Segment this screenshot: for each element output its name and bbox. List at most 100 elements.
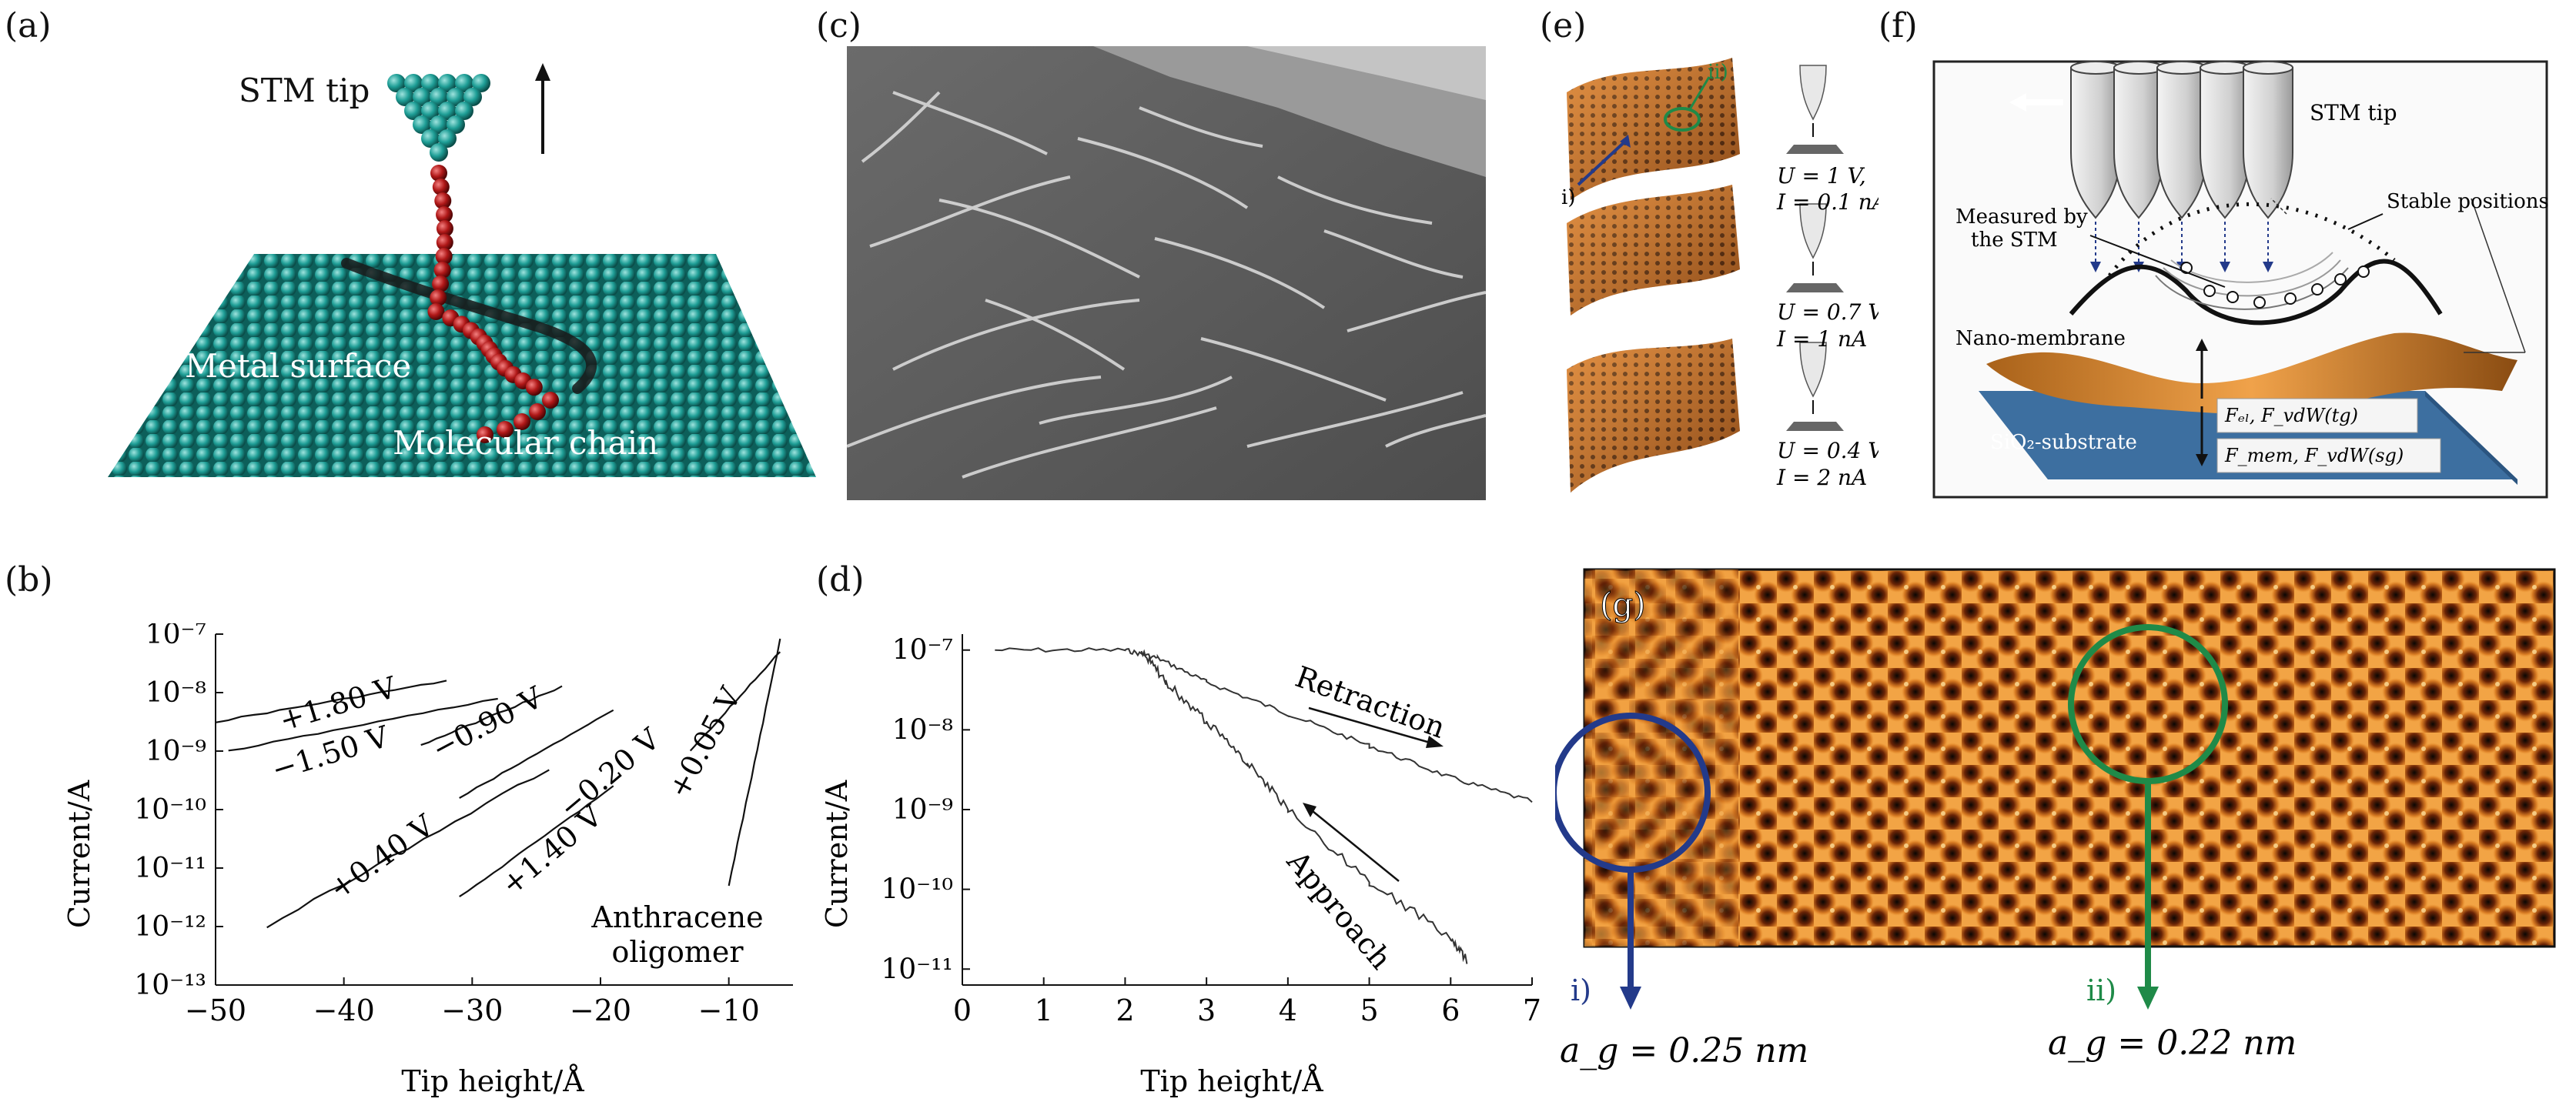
y-tick-label: 10⁻⁹ [892,794,953,826]
stm-tip-pyramid [387,74,490,162]
e-marker-i: i) [1561,186,1575,209]
tip-atom [413,115,431,134]
e-cond-2-i: I = 1 nA [1776,326,1867,352]
g-value-i: a_g = 0.25 nm [1560,1031,1808,1070]
panel-letter-d: (d) [816,560,865,599]
b-series-line [689,651,781,752]
x-tick-label: 2 [1116,993,1134,1027]
e-tip-diagram-icon [1786,65,1844,154]
tip-atom [421,74,440,92]
y-tick-label: 10⁻¹⁰ [881,874,953,906]
d-arrow-approach-icon [1303,803,1400,882]
b-series-line [215,680,447,723]
e-cond-2-u: U = 0.7 V, [1777,299,1878,325]
x-tick-label: 4 [1279,993,1297,1027]
chain-on-surface [341,258,597,394]
y-tick-label: 10⁻⁸ [146,677,206,709]
f-measured-point [2357,265,2370,278]
e-surface-2 [1567,185,1740,316]
x-tick-label: −30 [441,993,503,1027]
tip-atom [447,88,465,106]
chain-bead [430,165,447,182]
chain-bead [542,392,559,409]
e-tip-diagram-icon [1786,203,1844,292]
b-label-plus005: +0.05 V [661,681,748,803]
e-surface-3 [1567,339,1740,493]
b-series-line [459,785,614,898]
tip-atom [421,102,440,120]
tip-atom [472,74,490,92]
b-series-line [266,769,550,929]
d-series-line [1140,649,1468,964]
y-tick-label: 10⁻¹¹ [134,853,206,884]
f-stm-tip-icon [2243,61,2293,219]
e-surface-1 [1567,58,1740,200]
f-label-substrate: SiO₂-substrate [1990,431,2137,454]
chain-bead [436,206,453,223]
panel-d-chart: Current/A Tip height/Å 0 1 2 3 4 5 6 7 10⁻⁷ 10⁻⁸ 1… [820,634,1540,1098]
b-label-minus020: −0.20 V [553,722,667,825]
f-measured-point [2284,292,2297,305]
f-dotted-arrow-icon [2090,222,2101,272]
x-tick-label: 3 [1197,993,1216,1027]
tip-atom [438,102,457,120]
f-dotted-arrow-icon [2263,222,2273,272]
e-cond-1-u: U = 1 V, [1777,163,1866,189]
chain-bead [436,234,453,251]
x-tick-label: 0 [953,993,972,1027]
b-label-minus090: −0.90 V [427,680,549,766]
b-ylabel: Current/A [62,780,96,928]
g-marker-i: i) [1571,973,1591,1007]
g-panel-letter: (g) [1600,586,1646,623]
g-value-ii: a_g = 0.22 nm [2048,1024,2297,1063]
b-series-line [459,709,614,799]
x-tick-label: −40 [313,993,375,1027]
chain-bead [433,262,451,279]
f-measured-point [2226,291,2239,303]
tip-atom [404,102,423,120]
chain-bead [477,426,493,443]
tip-atom [438,129,457,148]
x-tick-label: 1 [1035,993,1053,1027]
chain-bead [432,179,450,195]
tip-atom [430,143,448,162]
e-cond-3-i: I = 2 nA [1776,465,1867,490]
f-stm-tip-icon [2113,61,2164,219]
label-metal-surface: Metal surface [185,347,411,385]
tip-atom [396,88,414,106]
tip-atom [447,115,465,134]
x-tick-label: −50 [185,993,246,1027]
b-series-line [420,685,563,746]
tip-atom [430,115,448,134]
chain-bead [514,413,530,430]
f-membrane [1986,332,2517,415]
molecular-chain [427,165,559,443]
y-tick-label: 10⁻⁸ [892,714,953,746]
y-tick-label: 10⁻⁷ [146,623,206,650]
f-label-membrane: Nano-membrane [1955,327,2126,350]
f-label-tip: STM tip [2310,100,2397,125]
tip-atom [421,129,440,148]
b-series-line [728,638,781,887]
f-label-measured2: the STM [1971,229,2058,252]
e-tip-diagram-icon [1786,342,1844,431]
y-tick-label: 10⁻⁹ [146,736,206,767]
b-annotation-line1: Anthracene [590,900,763,934]
b-xlabel: Tip height/Å [401,1064,584,1098]
f-scan-arrow-icon [2009,93,2063,112]
tip-atom [413,88,431,106]
f-label-force-top-box: Fₑₗ, F_vdW(tg) [2216,398,2418,433]
d-arrow-retraction-icon [1308,706,1444,748]
x-tick-label: 5 [1360,993,1378,1027]
tip-atom [438,74,457,92]
y-tick-label: 10⁻¹⁰ [134,794,206,826]
b-label-plus140: +1.40 V [495,799,609,902]
tip-atom [404,74,423,92]
d-xlabel: Tip height/Å [1140,1064,1323,1098]
d-series-line [995,647,1533,803]
chain-bead [427,303,445,320]
f-measured-point [2334,273,2347,286]
y-tick-label: 10⁻¹² [134,911,206,943]
g-marker-ii: ii) [2086,973,2116,1007]
f-force-arrows-icon [2196,339,2208,466]
